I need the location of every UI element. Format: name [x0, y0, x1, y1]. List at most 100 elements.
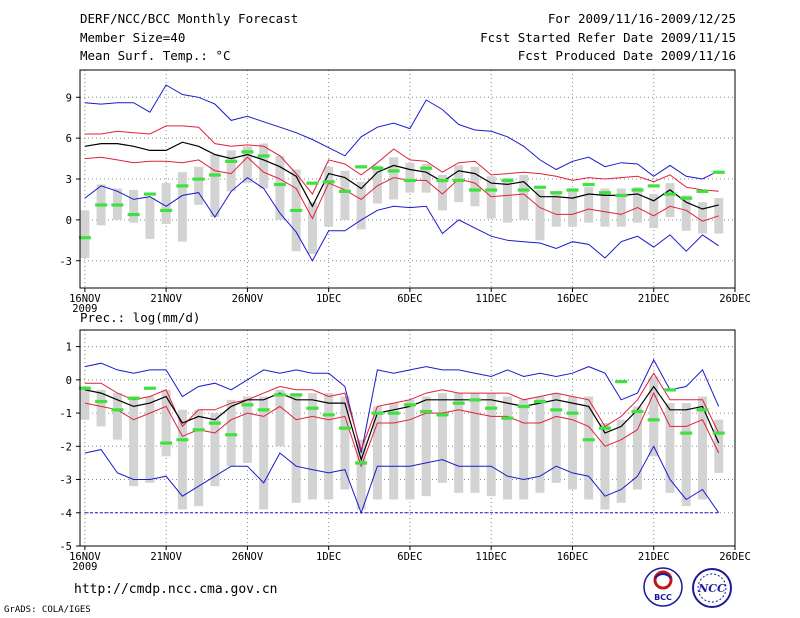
temp-observed-marker	[582, 182, 595, 187]
precip-observed-marker	[420, 409, 433, 414]
precip-observed-marker	[485, 406, 498, 410]
temp-ensemble-box	[340, 170, 350, 220]
temp-ensemble-box	[600, 188, 610, 227]
temp-y-tick-label: -3	[59, 256, 72, 268]
bcc-logo-text: BCC	[654, 593, 672, 602]
temp-observed-marker	[371, 166, 384, 170]
precip-observed-marker	[680, 431, 693, 435]
temp-x-tick-label: 16DEC	[557, 293, 589, 305]
source-url[interactable]: http://cmdp.ncc.cma.gov.cn	[74, 582, 278, 597]
precip-observed-marker	[696, 408, 709, 412]
precip-ensemble-box	[210, 413, 220, 487]
temp-ensemble-box	[519, 174, 529, 220]
temp-observed-marker	[338, 189, 351, 193]
temp-ensemble-box	[177, 172, 187, 242]
temp-x-tick-label: 6DEC	[397, 293, 422, 305]
temp-observed-marker	[517, 188, 530, 192]
temperature-chart: -3 0 3 6 9 16NOV 21NOV 26NOV 1DEC 6DEC 11DEC 16DEC 2…	[59, 69, 751, 315]
temp-observed-marker	[322, 180, 335, 184]
temp-ensemble-box	[649, 193, 659, 229]
temp-observed-marker	[273, 182, 286, 187]
precip-ensemble-box	[145, 396, 155, 483]
precip-observed-marker	[647, 418, 660, 422]
precip-observed-marker	[78, 386, 91, 390]
precip-ensemble-box	[454, 393, 464, 493]
precip-observed-marker	[338, 426, 351, 430]
temp-ensemble-box	[356, 181, 366, 230]
precip-observed-marker	[403, 403, 416, 407]
precip-observed-marker	[306, 406, 319, 410]
precip-chart: -5 -4 -3 -2 -1 0 1 16NOV 21NOV 26NOV 1DEC 6DEC 11DEC…	[59, 329, 751, 573]
precip-ensemble-box	[567, 396, 577, 490]
precip-year-label: 2009	[72, 561, 97, 573]
precip-ensemble-box	[242, 396, 252, 463]
temp-observed-marker	[566, 188, 579, 192]
temp-ensemble-box	[535, 189, 545, 241]
temp-observed-marker	[615, 193, 628, 198]
precip-ensemble-box	[291, 393, 301, 503]
precip-ensemble-box	[177, 409, 187, 510]
precip-ensemble-box	[356, 439, 366, 510]
chart-title: DERF/NCC/BCC Monthly Forecast	[80, 11, 299, 26]
precip-observed-marker	[371, 411, 384, 415]
temp-y-tick-label: 0	[66, 215, 72, 227]
precip-ensemble-box	[324, 393, 334, 500]
temp-observed-marker	[176, 184, 189, 188]
temp-observed-marker	[208, 173, 221, 177]
refer-date: Fcst Started Refer Date 2009/11/15	[480, 30, 736, 45]
precip-x-tick-label: 16NOV	[69, 551, 101, 563]
temp-max-line	[84, 84, 719, 180]
precip-ensemble-box	[307, 393, 317, 500]
temp-ensemble-box	[714, 198, 724, 234]
precip-observed-marker	[225, 433, 238, 437]
temp-observed-marker	[111, 203, 124, 207]
temp-observed-marker	[241, 150, 254, 154]
temp-observed-marker	[631, 188, 644, 192]
precip-observed-marker	[192, 428, 205, 432]
temp-y-tick-label: 9	[66, 92, 72, 104]
temp-ensemble-box	[502, 177, 512, 223]
precip-y-tick-label: -4	[59, 508, 72, 520]
precip-mean-line	[84, 385, 720, 462]
precip-ensemble-box	[389, 403, 399, 500]
precip-ensemble-box	[226, 399, 236, 467]
precip-ensemble-box	[600, 423, 610, 510]
precip-observed-marker	[468, 398, 481, 402]
temp-ensemble-box	[259, 143, 269, 189]
precip-y-tick-label: 0	[66, 375, 72, 387]
precip-y-tick-label: -3	[59, 475, 72, 487]
temp-observed-marker	[192, 177, 205, 181]
temp-upper-line	[84, 125, 719, 195]
temp-ensemble-box	[697, 202, 707, 234]
temp-observed-marker	[452, 178, 465, 183]
precip-y-tick-label: -2	[59, 441, 72, 453]
temp-ensemble-box	[551, 191, 561, 227]
precip-ensemble-box	[681, 403, 691, 507]
temp-ensemble-box	[372, 165, 382, 204]
precip-ensemble-box	[714, 419, 724, 473]
precip-y-tick-label: 1	[66, 342, 72, 354]
temp-observed-marker	[127, 212, 140, 217]
ncc-logo-text: NCC	[697, 582, 726, 595]
precip-observed-marker	[550, 408, 563, 412]
temp-ensemble-box	[405, 162, 415, 193]
precip-observed-marker	[582, 438, 595, 442]
precip-observed-marker	[160, 441, 173, 445]
temp-x-tick-label: 21NOV	[150, 293, 182, 305]
precip-observed-marker	[663, 388, 676, 392]
temp-ensemble-box	[437, 174, 447, 211]
precip-label: Prec.: log(mm/d)	[80, 310, 201, 325]
precip-lower-line	[84, 391, 720, 468]
temp-observed-marker	[78, 236, 91, 240]
temp-y-tick-label: 3	[66, 174, 72, 186]
temp-observed-marker	[403, 178, 416, 183]
temp-ensemble-box	[242, 146, 252, 184]
temp-ensemble-box	[421, 164, 431, 193]
temp-observed-marker	[420, 166, 433, 170]
precip-y-tick-label: -5	[59, 541, 72, 553]
temp-ensemble-box	[665, 183, 675, 218]
precip-ensemble-box	[96, 389, 106, 427]
precip-ensemble-box	[649, 376, 659, 457]
temp-ensemble-box	[486, 176, 496, 219]
precip-ensemble-box	[502, 396, 512, 500]
